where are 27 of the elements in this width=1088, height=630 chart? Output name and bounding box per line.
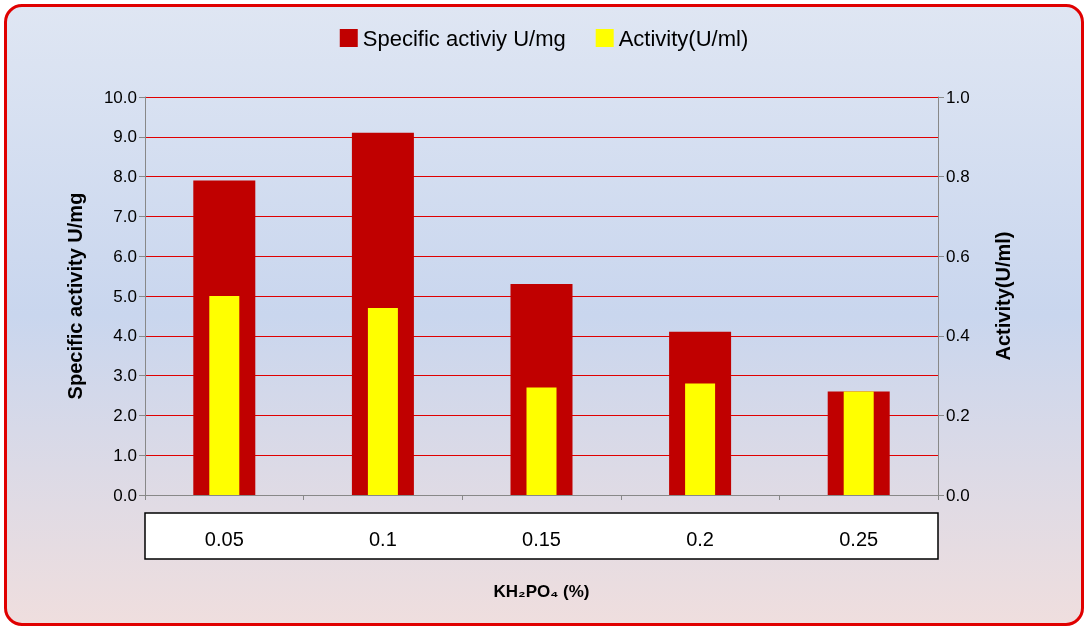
y2-tick-label: 0.4 bbox=[946, 326, 970, 346]
y2-tick-label: 0.0 bbox=[946, 485, 970, 505]
y-tick-label: 6.0 bbox=[113, 246, 137, 266]
x-tick-label: 0.1 bbox=[368, 528, 397, 550]
y-tick-label: 0.0 bbox=[113, 485, 137, 505]
y2-tick-label: 0.6 bbox=[946, 246, 970, 266]
x-tick-label: 0.25 bbox=[839, 528, 879, 550]
y-tick-label: 1.0 bbox=[113, 445, 137, 465]
y2-tick-label: 0.2 bbox=[946, 405, 970, 425]
y-tick-label: 9.0 bbox=[113, 127, 137, 147]
x-tick-label: 0.2 bbox=[686, 528, 715, 550]
y-tick-label: 10.0 bbox=[103, 87, 137, 107]
y-tick-label: 2.0 bbox=[113, 405, 137, 425]
y2-tick-label: 0.8 bbox=[946, 167, 970, 187]
y2-tick-label: 1.0 bbox=[946, 87, 970, 107]
x-tick-label: 0.05 bbox=[204, 528, 244, 550]
y-tick-label: 8.0 bbox=[113, 167, 137, 187]
legend-label: Specific activiy U/mg bbox=[362, 25, 566, 51]
y2-axis-title: Activity(U/ml) bbox=[992, 231, 1014, 361]
y-tick-label: 5.0 bbox=[113, 286, 137, 306]
x-tick-label: 0.15 bbox=[522, 528, 561, 550]
x-axis-title: KH₂PO₄ (%) bbox=[493, 582, 590, 601]
legend-label: Activity(U/ml) bbox=[618, 25, 749, 51]
y-tick-label: 7.0 bbox=[113, 206, 137, 226]
y-tick-label: 4.0 bbox=[113, 326, 137, 346]
y-tick-label: 3.0 bbox=[113, 366, 137, 386]
y-axis-title: Specific activity U/mg bbox=[64, 192, 86, 400]
